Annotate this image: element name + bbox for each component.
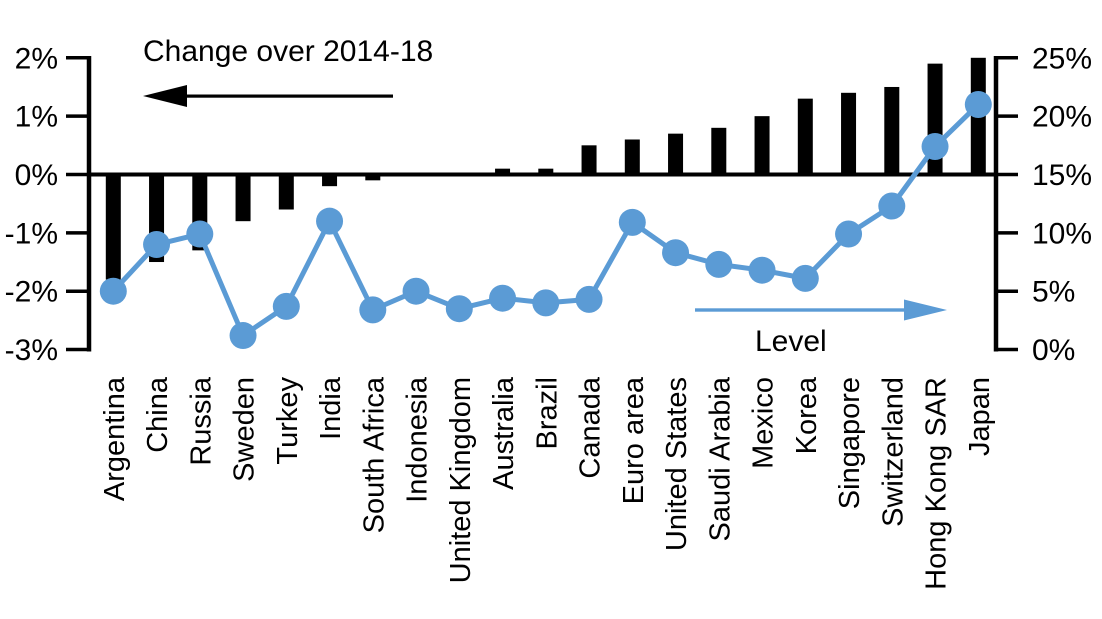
x-category-label: Indonesia xyxy=(402,376,434,503)
bar-series-label: Change over 2014-18 xyxy=(143,35,433,68)
left-axis-tick-label: -1% xyxy=(5,217,58,250)
bar xyxy=(797,98,813,175)
left-arrow-icon xyxy=(143,85,393,107)
data-point-marker xyxy=(99,277,127,305)
data-point-marker xyxy=(143,231,171,259)
data-point-marker xyxy=(402,277,430,305)
data-point-marker xyxy=(359,296,387,324)
bar xyxy=(711,127,727,175)
right-axis-tick-label: 0% xyxy=(1032,334,1075,367)
bar xyxy=(322,174,338,187)
x-category-label: United States xyxy=(661,377,693,551)
x-axis-category-labels: Argentina China Russia Sweden Turkey India Sou… xyxy=(99,376,996,590)
right-axis-tick-label: 20% xyxy=(1032,101,1092,134)
x-category-label: Euro area xyxy=(618,376,650,504)
bar xyxy=(365,174,381,181)
bar xyxy=(754,116,770,175)
data-point-marker xyxy=(748,256,776,284)
data-point-marker xyxy=(878,192,906,220)
bar xyxy=(235,174,251,222)
data-point-marker xyxy=(532,289,560,317)
left-axis-tick-label: -2% xyxy=(5,276,58,309)
x-category-label: United Kingdom xyxy=(445,377,477,583)
right-arrow-icon xyxy=(695,299,947,321)
x-category-label: Russia xyxy=(185,376,217,466)
data-point-marker xyxy=(316,207,344,235)
x-category-label: Mexico xyxy=(748,377,780,469)
axis-ticks: 2% 1% 0% -1% -2% -3% 25% 20% 15% 10% 5% 0% xyxy=(5,42,1092,367)
bar xyxy=(841,92,857,175)
data-point-marker xyxy=(835,220,863,248)
left-axis-tick-label: 2% xyxy=(15,42,58,75)
x-category-label: Singapore xyxy=(834,377,866,509)
x-category-label: Turkey xyxy=(272,377,304,465)
line-series xyxy=(99,90,992,350)
data-point-marker xyxy=(662,239,690,267)
x-category-label: Korea xyxy=(791,376,823,454)
bar xyxy=(495,168,511,175)
line-series-label: Level xyxy=(755,325,827,358)
x-category-label: Switzerland xyxy=(877,377,909,527)
data-point-marker xyxy=(964,90,992,118)
bar xyxy=(884,86,900,175)
bar xyxy=(105,174,121,280)
bar xyxy=(581,145,597,175)
x-category-label: Brazil xyxy=(531,377,563,450)
left-axis-tick-label: -3% xyxy=(5,334,58,367)
bar xyxy=(278,174,294,210)
x-category-label: Saudi Arabia xyxy=(704,376,736,541)
x-category-label: China xyxy=(142,376,174,453)
data-point-marker xyxy=(186,220,214,248)
x-category-label: South Africa xyxy=(358,376,390,533)
data-point-marker xyxy=(575,285,603,313)
data-point-marker xyxy=(705,250,733,278)
x-category-label: Argentina xyxy=(99,376,131,501)
x-category-label: Sweden xyxy=(229,377,261,482)
right-axis-tick-label: 15% xyxy=(1032,159,1092,192)
x-category-label: Australia xyxy=(488,376,520,490)
left-axis-tick-label: 1% xyxy=(15,101,58,134)
x-category-label: Canada xyxy=(575,376,607,478)
data-point-marker xyxy=(921,132,949,160)
x-category-label: Japan xyxy=(964,377,996,456)
x-category-label: India xyxy=(315,376,347,440)
data-point-marker xyxy=(229,322,257,350)
data-point-marker xyxy=(489,284,517,312)
bar xyxy=(668,133,684,175)
right-axis-tick-label: 25% xyxy=(1032,42,1092,75)
right-axis-tick-label: 5% xyxy=(1032,276,1075,309)
data-point-marker xyxy=(791,264,819,292)
x-category-label: Hong Kong SAR xyxy=(921,377,953,590)
data-point-marker xyxy=(445,295,473,323)
right-axis-tick-label: 10% xyxy=(1032,217,1092,250)
data-point-marker xyxy=(618,208,646,236)
left-axis-tick-label: 0% xyxy=(15,159,58,192)
data-point-marker xyxy=(272,292,300,320)
bar xyxy=(624,139,640,175)
bar xyxy=(538,168,554,175)
